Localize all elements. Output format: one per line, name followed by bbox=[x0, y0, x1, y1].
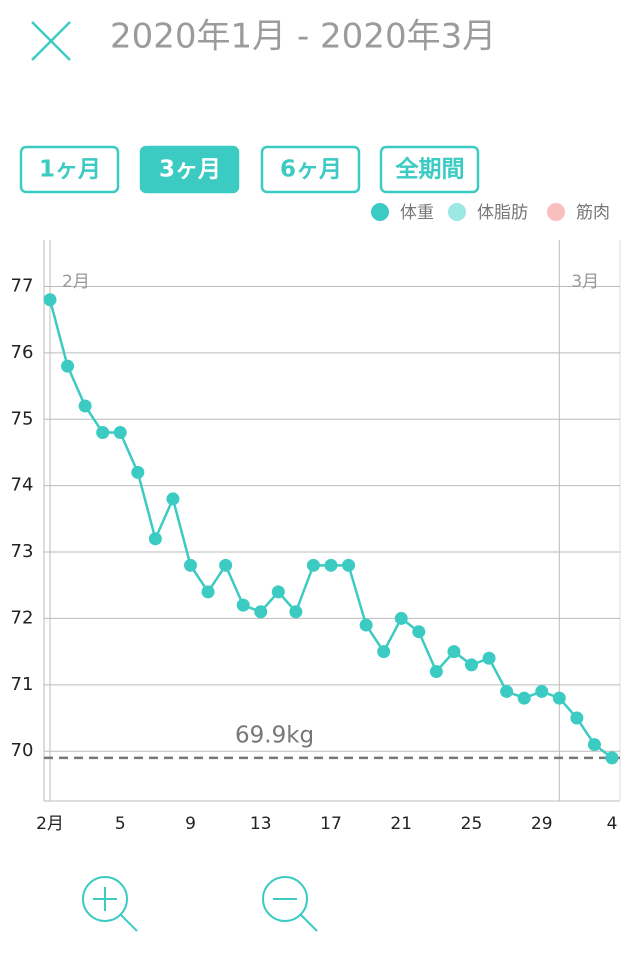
period-button[interactable]: 3ヶ月 bbox=[139, 145, 240, 194]
data-point bbox=[306, 558, 320, 572]
x-tick-label: 9 bbox=[185, 814, 196, 834]
data-point bbox=[500, 684, 514, 698]
legend-swatch bbox=[371, 203, 389, 221]
x-tick-label: 4 bbox=[607, 814, 618, 834]
data-point bbox=[570, 711, 584, 725]
target-label: 69.9kg bbox=[235, 723, 314, 749]
data-point bbox=[43, 293, 57, 307]
button-frame[interactable] bbox=[379, 145, 480, 194]
data-point bbox=[184, 558, 197, 572]
data-point bbox=[254, 605, 268, 619]
data-point bbox=[535, 684, 549, 698]
data-point bbox=[482, 651, 496, 665]
period-button[interactable]: 全期間 bbox=[379, 145, 480, 194]
y-tick-label: 70 bbox=[11, 740, 34, 761]
data-point bbox=[271, 585, 285, 599]
close-button[interactable] bbox=[31, 21, 71, 61]
x-tick-label: 29 bbox=[531, 814, 553, 834]
data-point bbox=[148, 532, 162, 546]
data-point bbox=[61, 359, 75, 373]
data-point bbox=[289, 605, 303, 619]
data-point bbox=[342, 558, 356, 572]
zoom-in[interactable] bbox=[82, 876, 138, 932]
data-point bbox=[359, 618, 373, 632]
data-point bbox=[113, 426, 127, 440]
x-tick-label: 5 bbox=[115, 814, 126, 834]
legend-label: 体脂肪 bbox=[477, 203, 528, 223]
x-tick-label: 25 bbox=[461, 814, 483, 834]
period-button[interactable]: 6ヶ月 bbox=[260, 145, 361, 194]
y-tick-label: 74 bbox=[11, 475, 34, 496]
data-point bbox=[605, 751, 619, 765]
series-line bbox=[48, 299, 613, 759]
period-title: 2020年1月 - 2020年3月 bbox=[110, 17, 496, 57]
month-label: 2月 bbox=[62, 272, 90, 292]
data-point bbox=[201, 585, 215, 599]
button-frame[interactable] bbox=[19, 145, 120, 194]
y-tick-label: 72 bbox=[11, 607, 34, 628]
button-frame[interactable] bbox=[139, 145, 240, 194]
x-tick-label: 2月 bbox=[36, 814, 64, 834]
data-point bbox=[447, 645, 461, 659]
legend-swatch bbox=[547, 203, 565, 221]
x-tick-label: 13 bbox=[250, 814, 272, 834]
data-point bbox=[377, 645, 391, 659]
x-tick-label: 17 bbox=[320, 814, 342, 834]
data-point bbox=[324, 558, 338, 572]
month-label: 3月 bbox=[571, 272, 599, 292]
y-tick-label: 77 bbox=[11, 275, 34, 296]
button-frame[interactable] bbox=[260, 145, 361, 194]
data-point bbox=[96, 426, 110, 440]
y-tick-label: 73 bbox=[11, 541, 34, 562]
data-point bbox=[78, 399, 92, 413]
button-label[interactable]: 3ヶ月 bbox=[159, 157, 221, 183]
y-tick-label: 71 bbox=[11, 674, 34, 695]
data-point bbox=[552, 691, 566, 705]
y-tick-label: 75 bbox=[11, 408, 34, 429]
data-point bbox=[236, 598, 250, 612]
legend-swatch bbox=[448, 203, 466, 221]
period-button[interactable]: 1ヶ月 bbox=[19, 145, 120, 194]
button-label[interactable]: 全期間 bbox=[395, 156, 465, 183]
data-point bbox=[412, 625, 426, 639]
data-point bbox=[131, 465, 145, 479]
button-label[interactable]: 1ヶ月 bbox=[39, 157, 101, 183]
legend-label: 体重 bbox=[400, 203, 434, 223]
data-point bbox=[394, 611, 408, 625]
data-point bbox=[219, 558, 233, 572]
data-point bbox=[166, 492, 180, 506]
x-tick-label: 21 bbox=[390, 814, 412, 834]
zoom-out[interactable] bbox=[262, 876, 318, 932]
button-label[interactable]: 6ヶ月 bbox=[280, 157, 342, 183]
data-point bbox=[465, 658, 478, 672]
data-point bbox=[587, 738, 601, 752]
legend-label: 筋肉 bbox=[576, 203, 610, 223]
data-point bbox=[429, 665, 443, 679]
y-tick-label: 76 bbox=[11, 342, 34, 363]
data-point bbox=[517, 691, 531, 705]
